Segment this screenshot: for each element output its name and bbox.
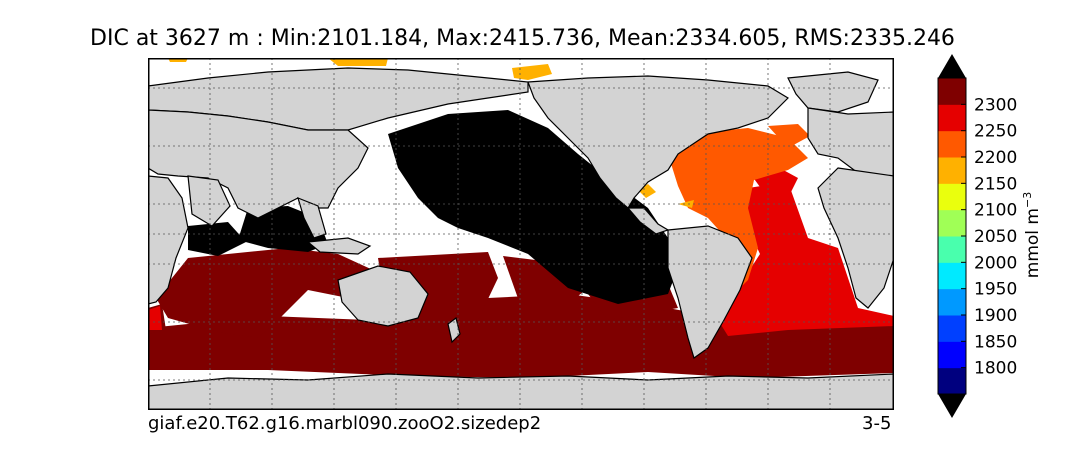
colorbar-tick-label: 2200	[974, 148, 1017, 168]
colorbar-swatches	[937, 54, 967, 418]
colorbar-tick-label: 2000	[974, 253, 1017, 273]
colorbar-tick-label: 1800	[974, 359, 1017, 379]
colorbar-tick-label: 1950	[974, 280, 1017, 300]
colorbar: 1800 1850 1900 1950 2000 2050 2100 2150 2200 2250…	[937, 54, 1017, 418]
colorbar-swatch	[938, 262, 966, 290]
colorbar-tick-label: 1850	[974, 332, 1017, 352]
southern-ocean-region	[148, 248, 894, 378]
colorbar-extend-max	[938, 54, 966, 78]
colorbar-tick-label: 2150	[974, 174, 1017, 194]
colorbar-swatch	[938, 104, 966, 132]
units-text: mmol m	[1022, 208, 1043, 279]
colorbar-swatch	[938, 78, 966, 105]
colorbar-units-label: mmol m−3	[1021, 192, 1043, 278]
colorbar-swatch	[938, 236, 966, 263]
colorbar-swatch	[938, 341, 966, 369]
global-map	[148, 58, 894, 410]
colorbar-tick-label: 1900	[974, 306, 1017, 326]
colorbar-swatch	[938, 130, 966, 158]
colorbar-tick-label: 2100	[974, 201, 1017, 221]
south-atlantic-region	[148, 166, 894, 336]
units-exponent: −3	[1021, 191, 1035, 208]
colorbar-swatch	[938, 288, 966, 316]
map-frame	[148, 58, 894, 410]
colorbar-ticks: 1800 1850 1900 1950 2000 2050 2100 2150 2200 2250…	[961, 95, 1017, 379]
arctic-region	[168, 58, 694, 208]
colorbar-swatch	[938, 183, 966, 211]
colorbar-swatch	[938, 209, 966, 237]
graticule	[148, 58, 894, 410]
north-atlantic-region	[668, 124, 810, 290]
colorbar-tick-label: 2250	[974, 122, 1017, 142]
colorbar-tick-label: 2050	[974, 227, 1017, 247]
period-label: 3-5	[862, 413, 892, 434]
colorbar-swatch	[938, 157, 966, 184]
colorbar-extend-min	[938, 394, 966, 418]
colorbar-swatch	[938, 315, 966, 342]
plot-title: DIC at 3627 m : Min:2101.184, Max:2415.7…	[90, 26, 955, 51]
colorbar-tick-label: 2300	[974, 95, 1017, 115]
run-name-label: giaf.e20.T62.g16.marbl090.zooO2.sizedep2	[148, 413, 542, 434]
colorbar-swatch	[938, 367, 966, 395]
